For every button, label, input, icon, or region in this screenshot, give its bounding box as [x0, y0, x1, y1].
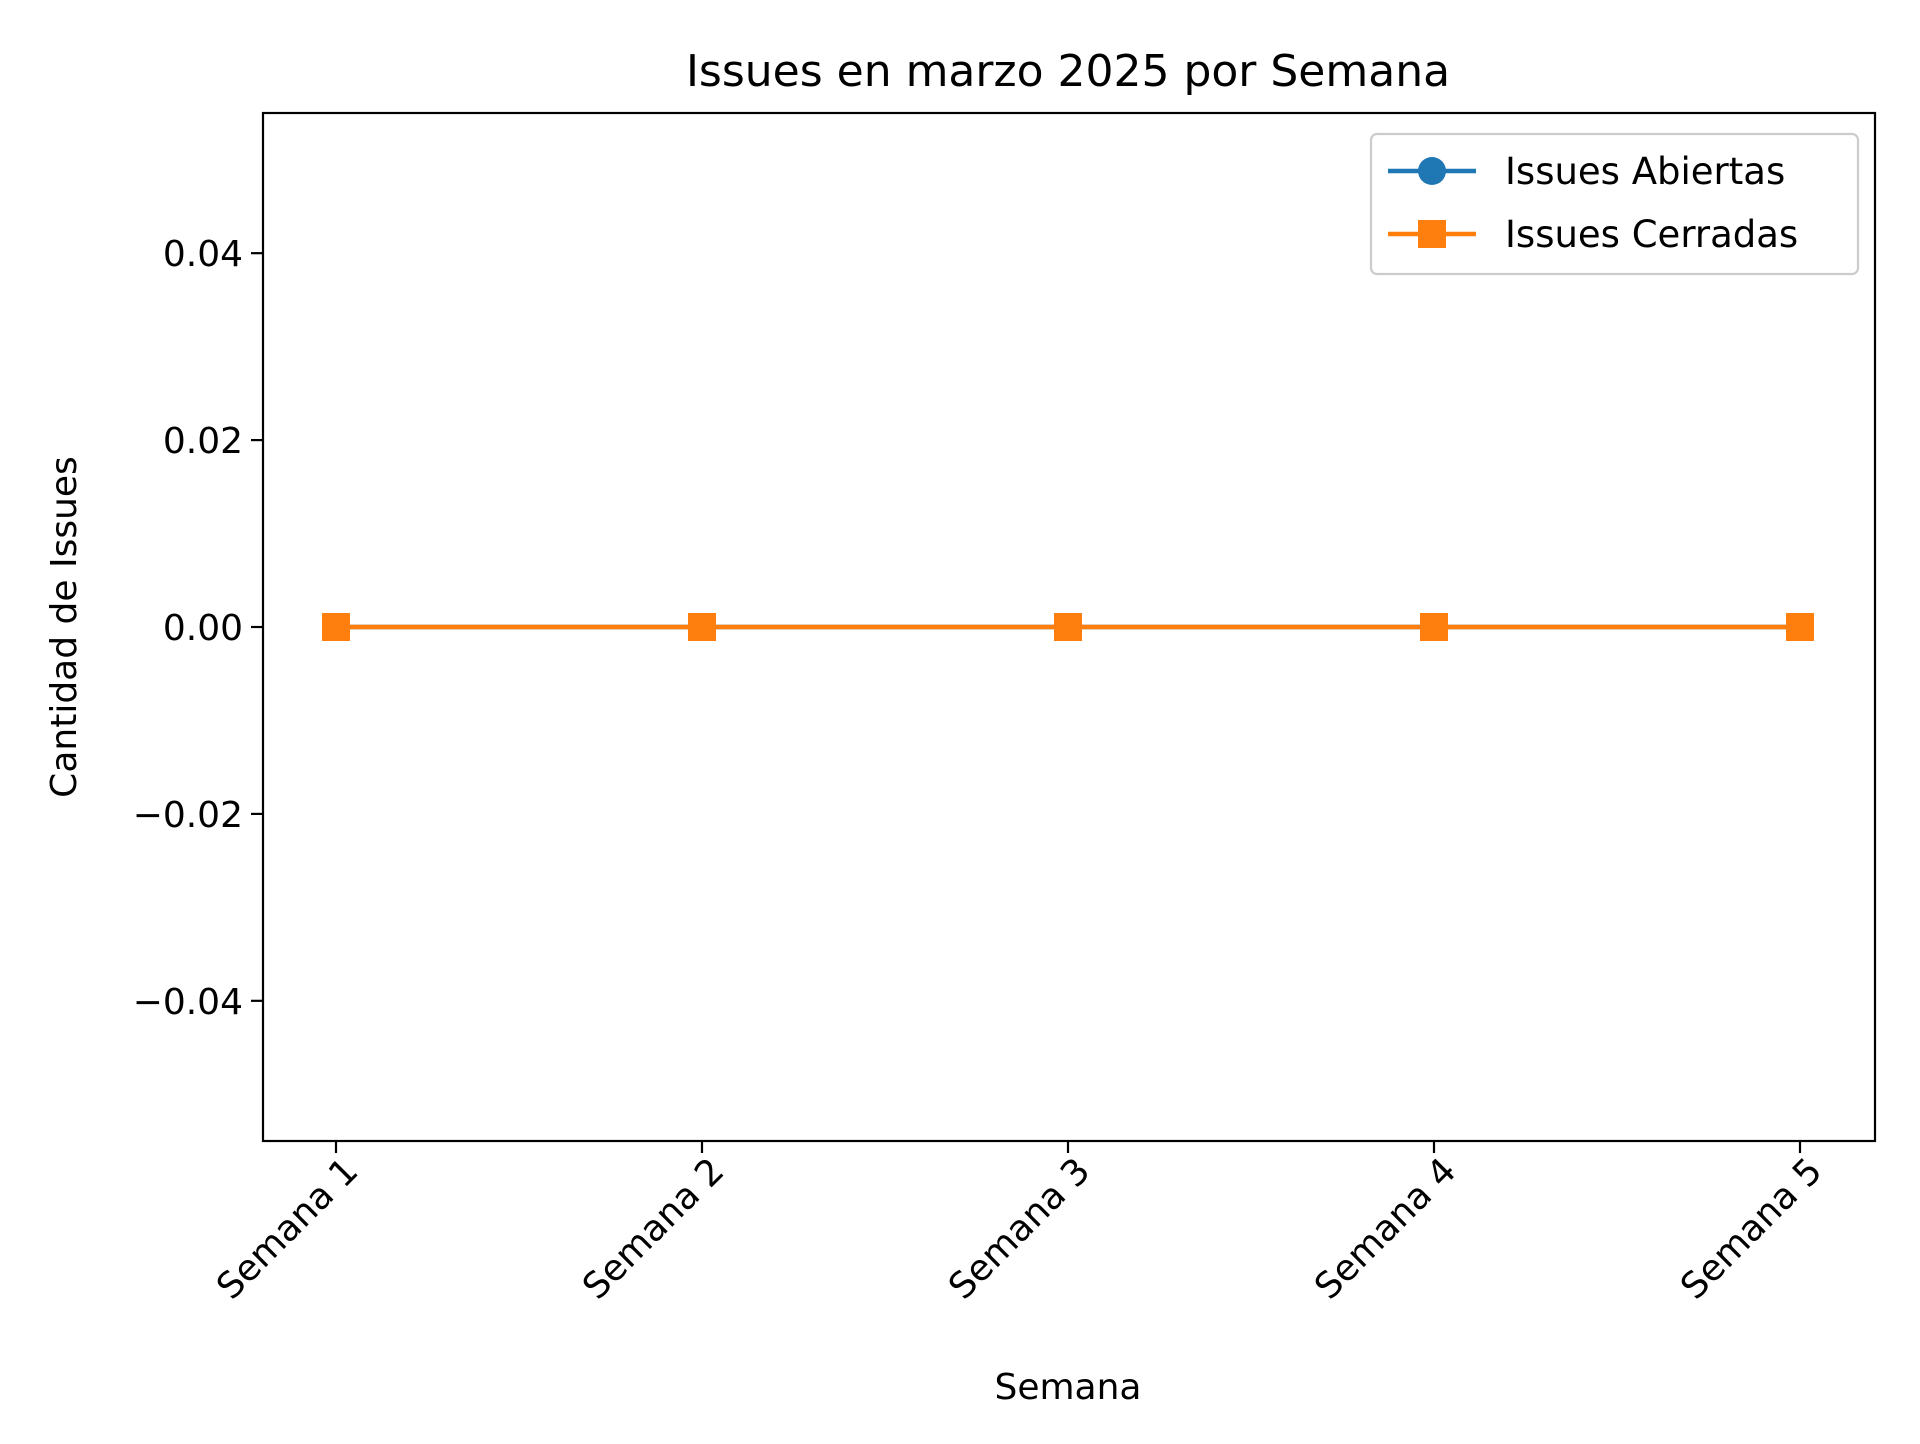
legend-entry: Issues Cerradas [1388, 213, 1798, 256]
legend: Issues Abiertas Issues Cerradas [1369, 132, 1860, 276]
data-point [1786, 613, 1814, 641]
x-axis: Semana 1 Semana 2 Semana 3 Semana 4 Semana 5 [209, 1141, 1830, 1308]
y-tick-label: 0.04 [163, 234, 243, 275]
data-point [1420, 613, 1448, 641]
x-tick-label: Semana 1 [209, 1150, 366, 1307]
legend-frame [1369, 132, 1860, 276]
y-tick-label: −0.02 [133, 795, 243, 836]
x-tick-label: Semana 2 [575, 1150, 732, 1307]
series-layer [322, 613, 1814, 641]
y-axis-label: Cantidad de Issues [44, 456, 85, 798]
x-axis-label: Semana [994, 1367, 1141, 1408]
y-tick-label: −0.04 [133, 982, 243, 1023]
legend-marker [1418, 157, 1446, 185]
x-tick-label: Semana 3 [941, 1150, 1098, 1307]
data-point [688, 613, 716, 641]
data-point [1054, 613, 1082, 641]
y-tick-label: 0.00 [163, 608, 243, 649]
legend-label: Issues Cerradas [1505, 213, 1798, 256]
x-tick-label: Semana 5 [1673, 1150, 1830, 1307]
legend-label: Issues Abiertas [1505, 150, 1785, 193]
legend-marker [1418, 220, 1446, 248]
series-2 [322, 613, 1814, 641]
legend-entry: Issues Abiertas [1388, 150, 1785, 193]
chart-title: Issues en marzo 2025 por Semana [686, 46, 1450, 97]
y-tick-label: 0.02 [163, 421, 243, 462]
x-tick-label: Semana 4 [1307, 1150, 1464, 1307]
y-axis: −0.04 −0.02 0.00 0.02 0.04 [133, 234, 263, 1023]
data-point [322, 613, 350, 641]
